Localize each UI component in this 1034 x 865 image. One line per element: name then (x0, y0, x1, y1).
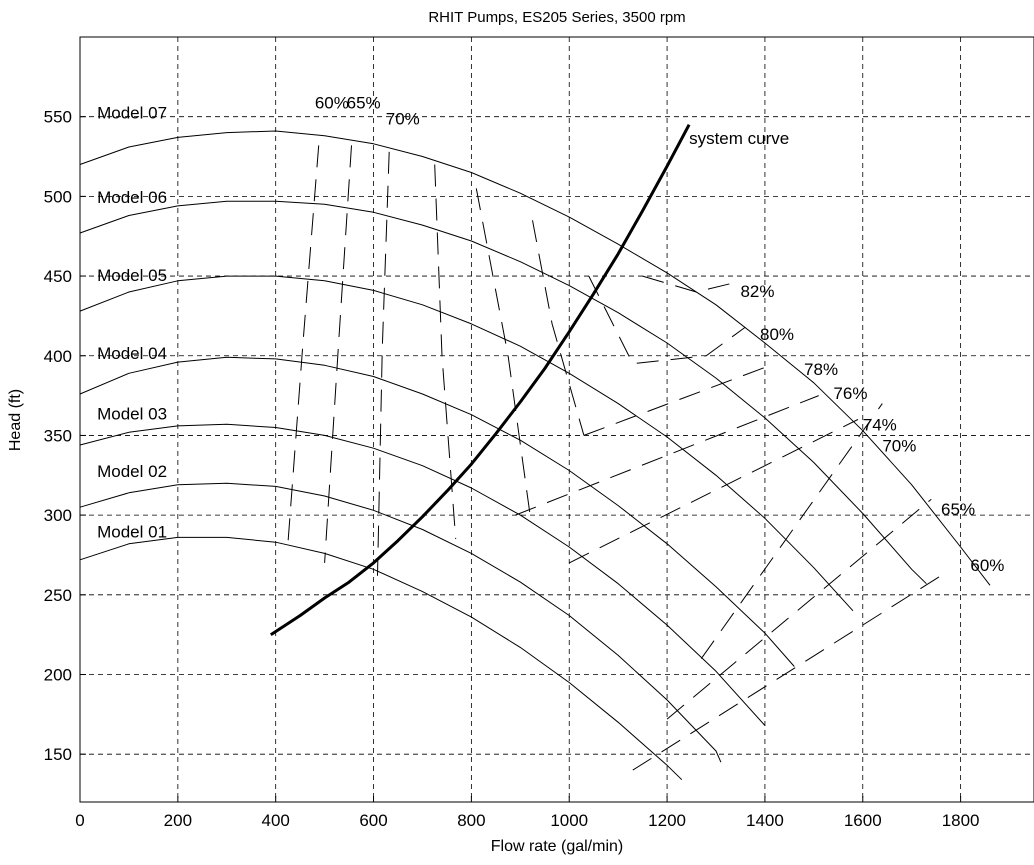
annotations: Model 07 Model 06 Model 05 Model 04 Model 03… (97, 94, 1004, 575)
x-tick-label: 1400 (746, 811, 784, 830)
y-tick-label: 300 (44, 506, 72, 525)
efficiency-contour-line (434, 164, 457, 540)
efficiency-contour-line (287, 145, 320, 544)
chart-title: RHIT Pumps, ES205 Series, 3500 rpm (428, 9, 685, 26)
pump-curve-line (79, 275, 854, 612)
x-tick-label: 1000 (550, 811, 588, 830)
y-tick-label: 450 (44, 267, 72, 286)
plot-frame (79, 36, 1034, 803)
x-axis-label: Flow rate (gal/min) (491, 838, 623, 855)
pump-curve-line (79, 200, 927, 585)
annotation-label: 78% (804, 360, 838, 379)
x-tick-label: 1200 (648, 811, 686, 830)
grid (80, 37, 1034, 802)
annotation-label: Model 01 (97, 522, 167, 541)
pump-curve-line (79, 130, 991, 586)
y-tick-label: 500 (44, 187, 72, 206)
annotation-label: 60% (315, 94, 349, 113)
y-tick-label: 550 (44, 108, 72, 127)
annotation-label: 74% (863, 416, 897, 435)
annotation-label: Model 07 (97, 103, 167, 122)
efficiency-contour-line (532, 220, 585, 436)
annotation-label: Model 02 (97, 462, 167, 481)
efficiency-contour-line (475, 188, 531, 516)
system-curve-line (269, 123, 691, 636)
y-tick-label: 350 (44, 426, 72, 445)
annotation-label: 70% (882, 436, 916, 455)
efficiency-contour-line (666, 498, 932, 720)
pump-curve-line (79, 423, 766, 726)
efficiency-contour-line (568, 419, 859, 564)
x-ticks: 0 200 400 600 800 1000 1200 1400 1600 1800 (75, 796, 980, 830)
y-tick-label: 200 (44, 666, 72, 685)
annotation-label: 80% (760, 325, 794, 344)
y-tick-label: 150 (44, 745, 72, 764)
y-tick-label: 400 (44, 347, 72, 366)
x-tick-label: 0 (75, 811, 84, 830)
y-axis-label: Head (ft) (7, 389, 24, 451)
annotation-label: 60% (970, 556, 1004, 575)
annotation-label: 70% (386, 110, 420, 129)
efficiency-contour-line (324, 145, 352, 563)
annotation-label: system curve (689, 129, 789, 148)
x-tick-label: 1600 (844, 811, 882, 830)
pump-curve-line (79, 536, 683, 781)
efficiency-contour-line (377, 151, 390, 576)
y-ticks: 150 200 250 300 350 400 450 500 550 (44, 108, 86, 764)
x-tick-label: 200 (164, 811, 192, 830)
series-lines (79, 123, 991, 781)
efficiency-contour-line (642, 275, 736, 293)
efficiency-contour-line (515, 395, 819, 516)
annotation-label: Model 04 (97, 344, 167, 363)
efficiency-contour-line (700, 403, 883, 659)
annotation-label: 65% (347, 94, 381, 113)
pump-curve-line (79, 482, 722, 763)
annotation-label: Model 05 (97, 266, 167, 285)
y-tick-label: 250 (44, 586, 72, 605)
x-tick-label: 400 (262, 811, 290, 830)
annotation-label: Model 03 (97, 405, 167, 424)
annotation-label: 82% (740, 282, 774, 301)
annotation-label: Model 06 (97, 188, 167, 207)
efficiency-contour-line (632, 575, 942, 771)
x-tick-label: 1800 (942, 811, 980, 830)
x-tick-label: 600 (359, 811, 387, 830)
x-tick-label: 800 (457, 811, 485, 830)
efficiency-contour-line (588, 275, 746, 365)
annotation-label: 65% (941, 500, 975, 519)
pump-curve-line (79, 356, 795, 667)
annotation-label: 76% (833, 384, 867, 403)
efficiency-contours (287, 145, 942, 771)
